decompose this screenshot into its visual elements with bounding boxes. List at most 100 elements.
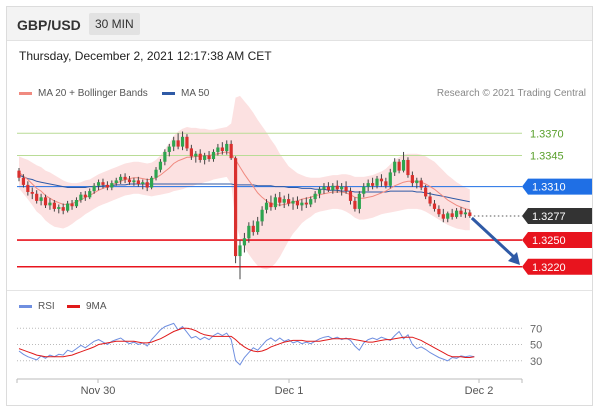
candle-body [207, 155, 211, 160]
candle [136, 176, 140, 187]
candle [459, 207, 463, 217]
candle-body [366, 183, 370, 187]
candle [304, 197, 308, 209]
candle-body [295, 200, 300, 206]
candle-body [43, 197, 48, 206]
candle [454, 208, 459, 219]
candle [468, 209, 472, 218]
projection-arrow-head [508, 251, 520, 265]
bollinger-band-layer [19, 95, 470, 270]
candle [242, 232, 247, 253]
candle [176, 133, 180, 150]
rsi-tick-label: 50 [530, 340, 542, 352]
candle-body [163, 151, 167, 162]
candle-body [203, 155, 207, 160]
candle [61, 203, 65, 215]
candle [282, 195, 286, 209]
candle-body [123, 176, 127, 180]
candle-body [194, 153, 198, 157]
candle [375, 175, 379, 189]
candle [388, 168, 392, 189]
rsi-tick-label: 70 [530, 323, 542, 335]
legend-rsi-label: RSI [38, 301, 55, 312]
candle-body [446, 213, 450, 219]
candle [313, 191, 317, 203]
candle-body [35, 193, 39, 201]
candle-body [269, 202, 273, 208]
nine-ma-line [18, 327, 475, 358]
rsi-panel: 70 50 30 [17, 322, 542, 368]
candle-body [344, 186, 348, 192]
currency-pair: GBP/USD [17, 17, 81, 33]
candle-body [242, 238, 247, 246]
time-axis-label: Dec 2 [465, 385, 494, 397]
candle [114, 177, 118, 186]
candle [21, 174, 26, 188]
legend-ma20-label: MA 20 + Bollinger Bands [38, 88, 148, 99]
candle-body [362, 186, 366, 194]
candle-body [211, 151, 216, 160]
timeframe-badge[interactable]: 30 MIN [89, 13, 140, 35]
ma50-swatch [162, 92, 175, 95]
level-lines-layer [17, 132, 522, 268]
legend-9ma: 9MA [67, 301, 107, 312]
legend-ma20: MA 20 + Bollinger Bands [19, 88, 148, 99]
candle [127, 175, 132, 185]
candle [264, 199, 269, 214]
candle-body [39, 197, 43, 201]
level-tag-support [522, 258, 592, 275]
candle-body [233, 158, 238, 257]
candle-body [132, 180, 136, 183]
candle [17, 167, 21, 182]
candle [211, 149, 216, 162]
candle-body [428, 196, 432, 204]
candle-body [154, 169, 158, 178]
candle [344, 181, 348, 194]
candle [79, 191, 83, 203]
candle-body [278, 197, 282, 203]
candle [119, 174, 123, 184]
candle-body [260, 209, 264, 222]
candle-body [61, 207, 65, 211]
candle-body [247, 225, 251, 239]
candle [463, 208, 468, 218]
candle-body [326, 186, 330, 191]
time-axis-label: Nov 30 [81, 385, 116, 397]
candle-body [419, 180, 423, 188]
candle [88, 188, 92, 200]
rsi-swatch [19, 305, 32, 308]
candle-body [180, 136, 185, 147]
candle [229, 140, 233, 160]
candle [371, 177, 375, 190]
candle-body [459, 210, 463, 215]
candle-body [189, 148, 193, 157]
candle [251, 220, 255, 236]
candle-body [57, 207, 61, 209]
candle [340, 183, 344, 196]
candle-body [309, 199, 313, 205]
candle [437, 205, 441, 217]
candle-body [264, 202, 269, 210]
candle [154, 167, 158, 181]
candle-body [304, 202, 308, 205]
candle-body [172, 140, 176, 147]
candle [30, 187, 34, 200]
candle [198, 149, 202, 163]
candle-body [340, 186, 344, 190]
candle-body [26, 184, 30, 192]
candle [379, 174, 384, 187]
candle [163, 149, 167, 166]
candle [167, 143, 171, 157]
candle-body [52, 202, 56, 209]
candle-body [141, 182, 145, 184]
candle-body [273, 197, 277, 208]
candle-body [150, 177, 154, 188]
candle-body [379, 178, 384, 182]
candle-body [70, 203, 74, 207]
candle-body [437, 208, 441, 215]
candle-body [410, 175, 414, 184]
candle-body [238, 245, 242, 257]
candle-body [176, 140, 180, 147]
candle-body [388, 172, 392, 186]
candle-body [322, 186, 326, 190]
